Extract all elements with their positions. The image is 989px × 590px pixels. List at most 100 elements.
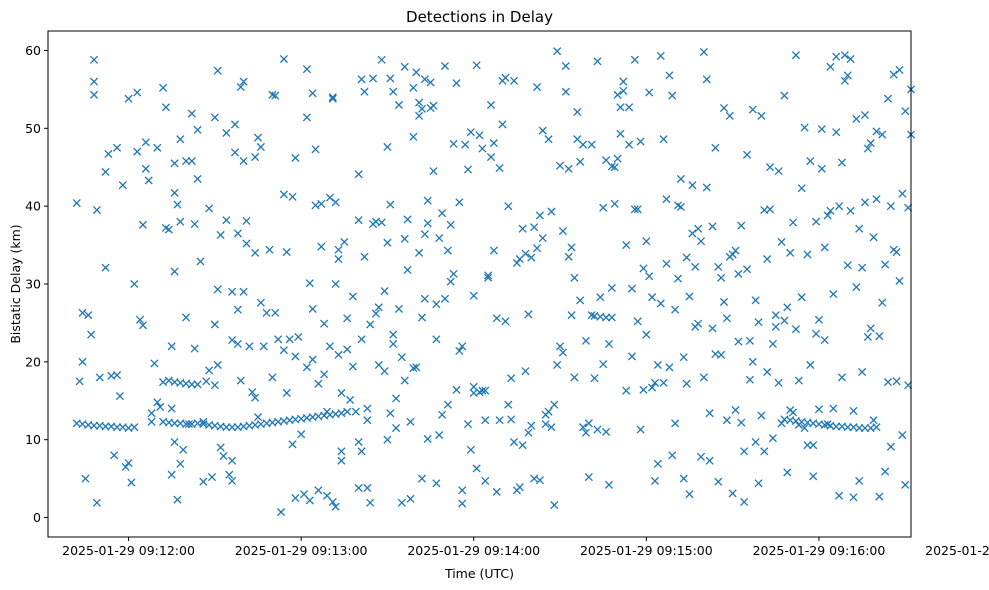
data-point [820, 335, 829, 345]
data-point [363, 416, 372, 425]
data-point [345, 395, 355, 405]
data-point [417, 474, 427, 483]
x-tick-label: 2025-01-29 09:14:00 [407, 543, 540, 558]
data-point [141, 164, 150, 173]
data-point [676, 174, 685, 183]
data-point [659, 135, 668, 144]
data-point [400, 376, 409, 385]
data-point [469, 291, 478, 300]
data-point [328, 497, 337, 507]
data-point [581, 336, 590, 345]
data-point [187, 380, 196, 389]
data-point [291, 352, 300, 361]
data-point [653, 459, 662, 468]
data-point [558, 348, 567, 357]
data-point [213, 285, 222, 294]
data-point [463, 420, 473, 429]
data-point [780, 91, 789, 100]
data-point [659, 378, 668, 387]
data-point [886, 442, 895, 451]
data-point [472, 464, 481, 473]
data-point [305, 496, 314, 505]
data-point [530, 223, 539, 232]
data-point [354, 170, 363, 179]
data-point [302, 363, 311, 372]
data-point [564, 252, 573, 261]
data-point [881, 260, 890, 269]
data-point [547, 207, 556, 216]
data-point [800, 123, 809, 132]
data-point [141, 138, 150, 147]
data-point [176, 217, 185, 226]
data-point [279, 346, 288, 355]
data-point [656, 51, 665, 60]
data-point [412, 363, 421, 372]
data-point [622, 241, 631, 250]
data-point [760, 447, 769, 456]
data-point [230, 148, 240, 157]
data-point [748, 105, 757, 114]
data-point [696, 452, 706, 461]
data-point [866, 324, 875, 333]
x-tick-label: 2025-01-29 09:13:00 [235, 543, 368, 558]
data-point [855, 423, 864, 433]
data-point [883, 94, 893, 103]
data-point [852, 283, 861, 292]
data-point [696, 237, 706, 246]
data-point [291, 153, 300, 162]
data-point [406, 494, 415, 503]
data-point [205, 366, 214, 375]
data-point [101, 263, 110, 272]
data-point [694, 224, 703, 233]
data-point [524, 428, 533, 437]
data-point [843, 71, 852, 80]
data-point [892, 248, 901, 257]
data-point [343, 345, 352, 354]
data-point [734, 337, 743, 346]
data-point [837, 373, 847, 382]
data-point [268, 90, 277, 99]
data-point [829, 404, 838, 413]
data-point [843, 423, 852, 432]
data-point [233, 305, 242, 314]
data-point [325, 193, 334, 202]
data-point [386, 200, 395, 209]
data-point [642, 330, 651, 339]
data-point [190, 219, 199, 229]
data-point [78, 308, 87, 317]
data-point [671, 305, 680, 314]
data-point [400, 62, 409, 71]
data-point [328, 93, 337, 102]
data-point [377, 55, 386, 64]
data-point [112, 143, 122, 152]
data-point [840, 51, 849, 60]
data-point [607, 283, 616, 292]
data-point [207, 472, 217, 482]
data-point [170, 159, 179, 168]
data-point [501, 317, 510, 326]
data-point [133, 147, 142, 156]
data-point [535, 476, 544, 485]
data-point [187, 156, 196, 166]
data-point [708, 222, 717, 231]
data-point [826, 62, 835, 71]
y-tick-label: 0 [33, 510, 41, 525]
chart-title: Detections in Delay [406, 8, 553, 26]
data-point [855, 476, 864, 486]
data-point [535, 211, 544, 220]
data-point [748, 357, 757, 366]
data-point [872, 195, 881, 204]
data-point [348, 292, 357, 301]
data-points [72, 47, 916, 517]
data-point [256, 142, 265, 152]
data-point [835, 491, 844, 500]
data-point [377, 218, 386, 227]
data-point [363, 483, 372, 493]
data-point [469, 382, 478, 391]
data-point [173, 200, 182, 209]
data-point [380, 367, 389, 376]
data-point [630, 55, 639, 64]
data-point [788, 218, 798, 227]
data-point [685, 490, 694, 499]
data-point [602, 313, 611, 322]
